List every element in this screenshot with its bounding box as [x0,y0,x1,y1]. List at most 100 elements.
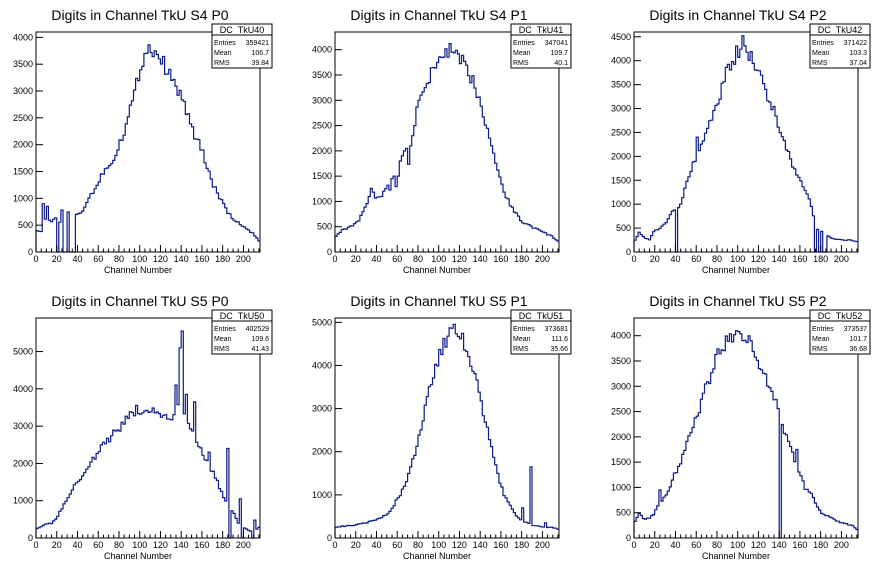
x-tick-label: 0 [33,540,38,550]
x-tick-label: 200 [535,254,550,264]
x-tick-label: 40 [371,254,381,264]
histogram-panel-2: Digits in Channel TkU S4 P1 0 20 40 60 80 100 1… [312,7,572,275]
chart-title: Digits in Channel TkU S5 P0 [51,293,228,309]
x-tick-label: 80 [413,254,423,264]
x-tick-label: 160 [493,540,508,550]
x-tick-label: 60 [691,254,701,264]
stats-name: DC_TkU40 [220,25,265,35]
stats-rms-value: 40.1 [554,60,568,67]
histogram-line [334,43,559,252]
x-tick-label: 180 [215,254,230,264]
x-tick-label: 100 [431,540,446,550]
stats-rms-label: RMS [812,346,828,353]
y-tick-label: 1000 [611,199,631,209]
histogram-line [35,330,260,539]
y-tick-label: 2000 [611,151,631,161]
x-tick-label: 100 [132,254,147,264]
x-axis-label: Channel Number [702,551,770,561]
x-tick-label: 60 [392,254,402,264]
y-tick-label: 3500 [611,80,631,90]
stats-mean-label: Mean [812,50,830,57]
plot-frame [35,31,261,253]
chart-title: Digits in Channel TkU S5 P2 [649,293,826,309]
x-tick-label: 160 [493,254,508,264]
y-tick-label: 0 [626,533,631,543]
y-tick-label: 3500 [13,59,33,69]
stats-rms-label: RMS [812,60,828,67]
stats-entries-label: Entries [812,326,834,333]
x-tick-label: 100 [730,254,745,264]
histogram-line [334,323,559,538]
x-axis-label: Channel Number [403,551,471,561]
x-tick-label: 60 [691,540,701,550]
y-tick-label: 3500 [611,356,631,366]
y-tick-label: 2500 [611,407,631,417]
x-tick-label: 180 [215,540,230,550]
x-tick-label: 0 [332,540,337,550]
stats-name: DC_TkU41 [519,25,564,35]
x-tick-label: 120 [153,540,168,550]
x-tick-label: 140 [473,540,488,550]
x-tick-label: 60 [392,540,402,550]
stats-entries-label: Entries [214,40,236,47]
stats-mean-value: 103.3 [849,50,867,57]
y-tick-label: 5000 [13,347,33,357]
stats-entries-value: 371422 [844,40,867,47]
y-tick-label: 1000 [13,496,33,506]
y-tick-label: 2500 [611,127,631,137]
stats-name: DC_TkU52 [818,311,863,321]
x-tick-label: 200 [236,540,251,550]
stats-entries-value: 402529 [246,326,269,333]
stats-entries-label: Entries [513,326,535,333]
stats-mean-label: Mean [214,50,232,57]
stats-entries-value: 373681 [545,326,568,333]
x-tick-label: 100 [132,540,147,550]
y-tick-label: 4000 [312,45,332,55]
x-tick-label: 160 [194,540,209,550]
y-tick-label: 3000 [312,404,332,414]
x-tick-label: 180 [813,254,828,264]
x-tick-label: 100 [431,254,446,264]
x-axis-label: Channel Number [104,265,172,275]
x-tick-label: 20 [52,540,62,550]
x-axis-label: Channel Number [403,265,471,275]
stats-mean-value: 106.7 [251,50,269,57]
x-tick-label: 20 [351,254,361,264]
stats-box [809,23,871,69]
stats-name: DC_TkU51 [519,311,564,321]
x-tick-label: 120 [751,254,766,264]
x-tick-label: 200 [834,254,849,264]
y-tick-label: 1000 [312,490,332,500]
plot-frame [334,31,560,253]
stats-name: DC_TkU50 [220,311,265,321]
y-tick-label: 2000 [13,140,33,150]
histogram-panel-6: Digits in Channel TkU S5 P2 0 20 40 60 80 100 1… [611,293,871,561]
stats-entries-label: Entries [513,40,535,47]
y-tick-label: 3500 [312,70,332,80]
chart-title: Digits in Channel TkU S4 P2 [649,7,826,23]
stats-entries-label: Entries [812,40,834,47]
x-tick-label: 140 [772,254,787,264]
x-tick-label: 80 [114,540,124,550]
y-tick-label: 1000 [13,193,33,203]
y-tick-label: 4500 [611,32,631,42]
x-tick-label: 20 [351,540,361,550]
y-tick-label: 2500 [312,121,332,131]
y-tick-label: 4000 [13,32,33,42]
y-tick-label: 3000 [13,421,33,431]
x-tick-label: 140 [772,540,787,550]
stats-rms-value: 37.04 [849,60,867,67]
chart-title: Digits in Channel TkU S5 P1 [350,293,527,309]
histogram-line [633,330,858,539]
x-tick-label: 120 [452,540,467,550]
y-tick-label: 4000 [611,56,631,66]
histogram-panel-5: Digits in Channel TkU S5 P1 0 20 40 60 80 100 1… [312,293,572,561]
y-tick-label: 500 [616,508,631,518]
stats-mean-label: Mean [513,50,531,57]
stats-mean-label: Mean [214,336,232,343]
plot-frame [633,31,859,253]
y-tick-label: 3000 [611,381,631,391]
stats-mean-label: Mean [812,336,830,343]
x-axis-label: Channel Number [702,265,770,275]
chart-title: Digits in Channel TkU S4 P1 [350,7,527,23]
